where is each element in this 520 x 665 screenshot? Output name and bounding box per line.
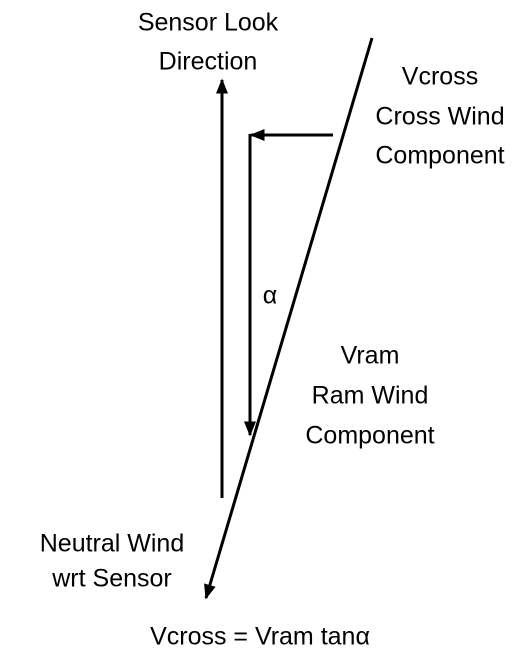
vram-label: Component — [305, 422, 434, 450]
sensor-look-label: Direction — [159, 48, 258, 76]
sensor-look-label: Sensor Look — [138, 9, 279, 37]
neutral-wind-label: wrt Sensor — [51, 565, 171, 593]
neutral-wind-label: Neutral Wind — [40, 530, 185, 558]
vcross-label: Component — [375, 142, 504, 170]
vcross-label: Cross Wind — [375, 103, 504, 131]
vram-label: Vram — [341, 342, 400, 370]
vcross-label: Vcross — [402, 63, 478, 91]
neutral-wind-arrow — [204, 37, 374, 600]
equation: Vcross = Vram tanα — [150, 623, 370, 651]
vram-label: Ram Wind — [312, 382, 429, 410]
alpha-label: α — [263, 282, 277, 310]
